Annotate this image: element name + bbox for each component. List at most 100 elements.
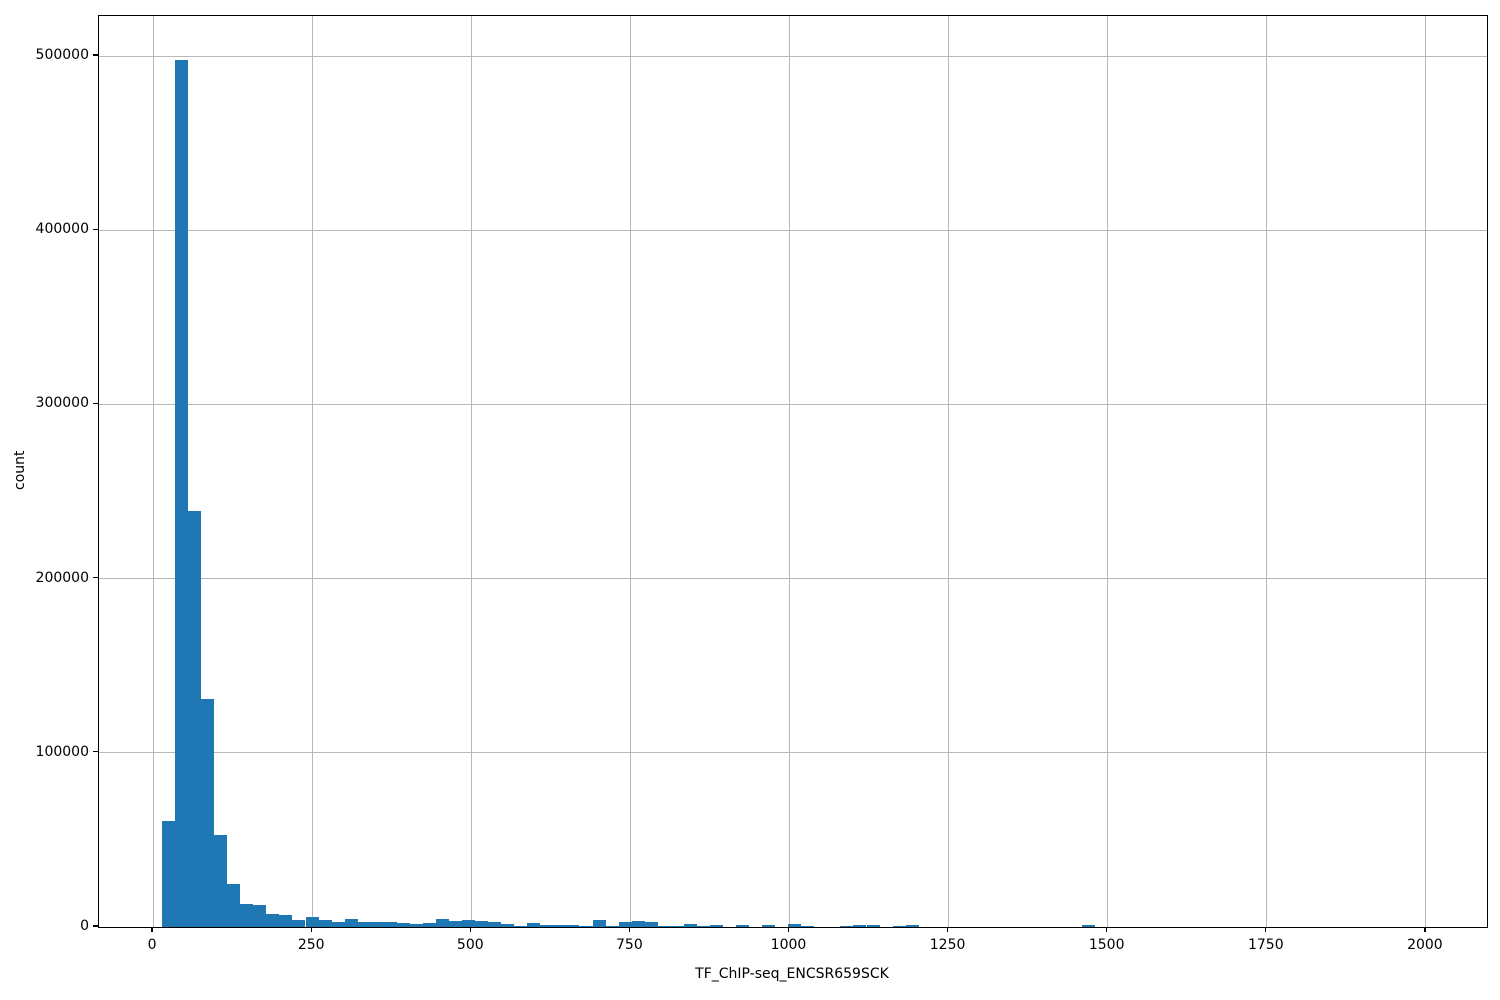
- y-tick-mark: [93, 402, 98, 405]
- histogram-bar: [422, 923, 436, 927]
- histogram-bar: [396, 923, 410, 927]
- x-tick-label: 1250: [929, 937, 966, 953]
- x-tick-mark: [787, 927, 790, 933]
- gridline-x: [948, 16, 950, 927]
- histogram-bar: [657, 925, 671, 927]
- x-tick-label: 1750: [1247, 937, 1284, 953]
- y-tick-mark: [93, 751, 98, 753]
- x-tick-label: 500: [456, 937, 484, 953]
- y-tick-mark: [93, 576, 98, 579]
- y-tick-label: 100000: [35, 743, 89, 760]
- gridline-x: [152, 16, 154, 927]
- histogram-bar: [801, 926, 815, 927]
- histogram-bar: [514, 925, 528, 927]
- gridline-y: [99, 403, 1487, 405]
- histogram-bar: [762, 925, 776, 927]
- x-axis-label: TF_ChIP-seq_ENCSR659SCK: [695, 966, 889, 982]
- histogram-bar: [331, 921, 345, 927]
- x-tick-mark: [628, 927, 631, 933]
- y-tick-label: 300000: [35, 395, 89, 412]
- histogram-bar: [605, 925, 619, 927]
- y-tick-label: 500000: [35, 47, 89, 64]
- gridline-x: [311, 16, 313, 927]
- x-tick-mark: [1106, 927, 1108, 933]
- histogram-bar: [892, 926, 906, 927]
- histogram-bar: [696, 926, 710, 927]
- histogram-bar: [370, 922, 384, 927]
- x-tick-mark: [469, 927, 471, 933]
- y-tick-mark: [93, 54, 98, 56]
- x-tick-label: 0: [147, 937, 157, 953]
- histogram-bar: [253, 905, 267, 927]
- histogram-bar: [344, 919, 358, 927]
- histogram-bar: [540, 925, 554, 927]
- x-tick-label: 2000: [1407, 937, 1443, 953]
- histogram-bar: [553, 925, 567, 927]
- plot-area: [98, 15, 1488, 928]
- histogram-bar: [644, 921, 658, 927]
- histogram-bar: [853, 925, 867, 927]
- gridline-y: [99, 55, 1487, 57]
- histogram-bar: [866, 925, 880, 927]
- gridline-y: [99, 578, 1487, 580]
- x-tick-label: 750: [616, 937, 643, 953]
- histogram-bar: [488, 922, 502, 927]
- histogram-bar: [175, 60, 189, 927]
- gridline-x: [788, 16, 790, 927]
- y-tick-label: 200000: [35, 569, 89, 586]
- x-tick-label: 1000: [770, 937, 807, 953]
- gridline-x: [629, 16, 631, 927]
- histogram-bar: [214, 834, 228, 927]
- x-tick-mark: [946, 927, 949, 933]
- y-tick-mark: [93, 228, 98, 230]
- histogram-bar: [462, 919, 476, 927]
- histogram-bar: [683, 923, 697, 927]
- histogram-bar: [709, 925, 723, 927]
- gridline-y: [99, 229, 1487, 231]
- gridline-x: [1107, 16, 1109, 927]
- histogram-bar: [188, 510, 202, 927]
- gridline-x: [1266, 16, 1268, 927]
- histogram-bar: [736, 925, 750, 927]
- histogram-bar: [670, 925, 684, 927]
- x-tick-mark: [310, 927, 312, 933]
- histogram-bar: [592, 919, 606, 927]
- x-tick-label: 1500: [1088, 937, 1125, 953]
- y-tick-label: 400000: [35, 221, 89, 238]
- histogram-bar: [527, 923, 541, 927]
- gridline-x: [1425, 16, 1427, 927]
- histogram-bar: [266, 913, 280, 927]
- x-tick-mark: [1424, 927, 1426, 933]
- histogram-bar: [1081, 925, 1095, 927]
- histogram-bar: [357, 921, 371, 927]
- histogram-bar: [631, 920, 645, 927]
- histogram-bar: [227, 884, 241, 927]
- histogram-bar: [618, 921, 632, 927]
- histogram-bar: [905, 925, 919, 927]
- gridline-x: [470, 16, 472, 927]
- histogram-bar: [449, 921, 463, 927]
- histogram-bar: [840, 926, 854, 927]
- histogram-bar: [566, 925, 580, 927]
- histogram-bar: [201, 698, 215, 927]
- x-tick-label: 250: [297, 937, 325, 953]
- histogram-bar: [383, 921, 397, 927]
- histogram-bar: [409, 923, 423, 927]
- histogram-bar: [788, 924, 802, 927]
- histogram-bar: [162, 820, 176, 927]
- histogram-bar: [305, 916, 319, 927]
- histogram-bar: [279, 915, 293, 927]
- histogram-bar: [318, 919, 332, 927]
- y-tick-label: 0: [80, 918, 89, 934]
- y-axis-label: count: [12, 450, 28, 490]
- histogram-bar: [435, 919, 449, 927]
- y-tick-mark: [93, 925, 98, 927]
- histogram-bar: [292, 919, 306, 927]
- histogram-bar: [475, 921, 489, 927]
- histogram-bar: [501, 923, 515, 927]
- histogram-bar: [579, 925, 593, 927]
- x-tick-mark: [1265, 927, 1267, 933]
- gridline-y: [99, 752, 1487, 754]
- x-tick-mark: [151, 927, 153, 933]
